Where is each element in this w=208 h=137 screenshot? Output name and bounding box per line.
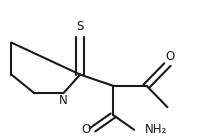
- Text: O: O: [82, 123, 91, 136]
- Text: NH₂: NH₂: [145, 123, 167, 136]
- Text: O: O: [165, 50, 174, 63]
- Text: N: N: [59, 94, 68, 107]
- Text: S: S: [76, 20, 84, 33]
